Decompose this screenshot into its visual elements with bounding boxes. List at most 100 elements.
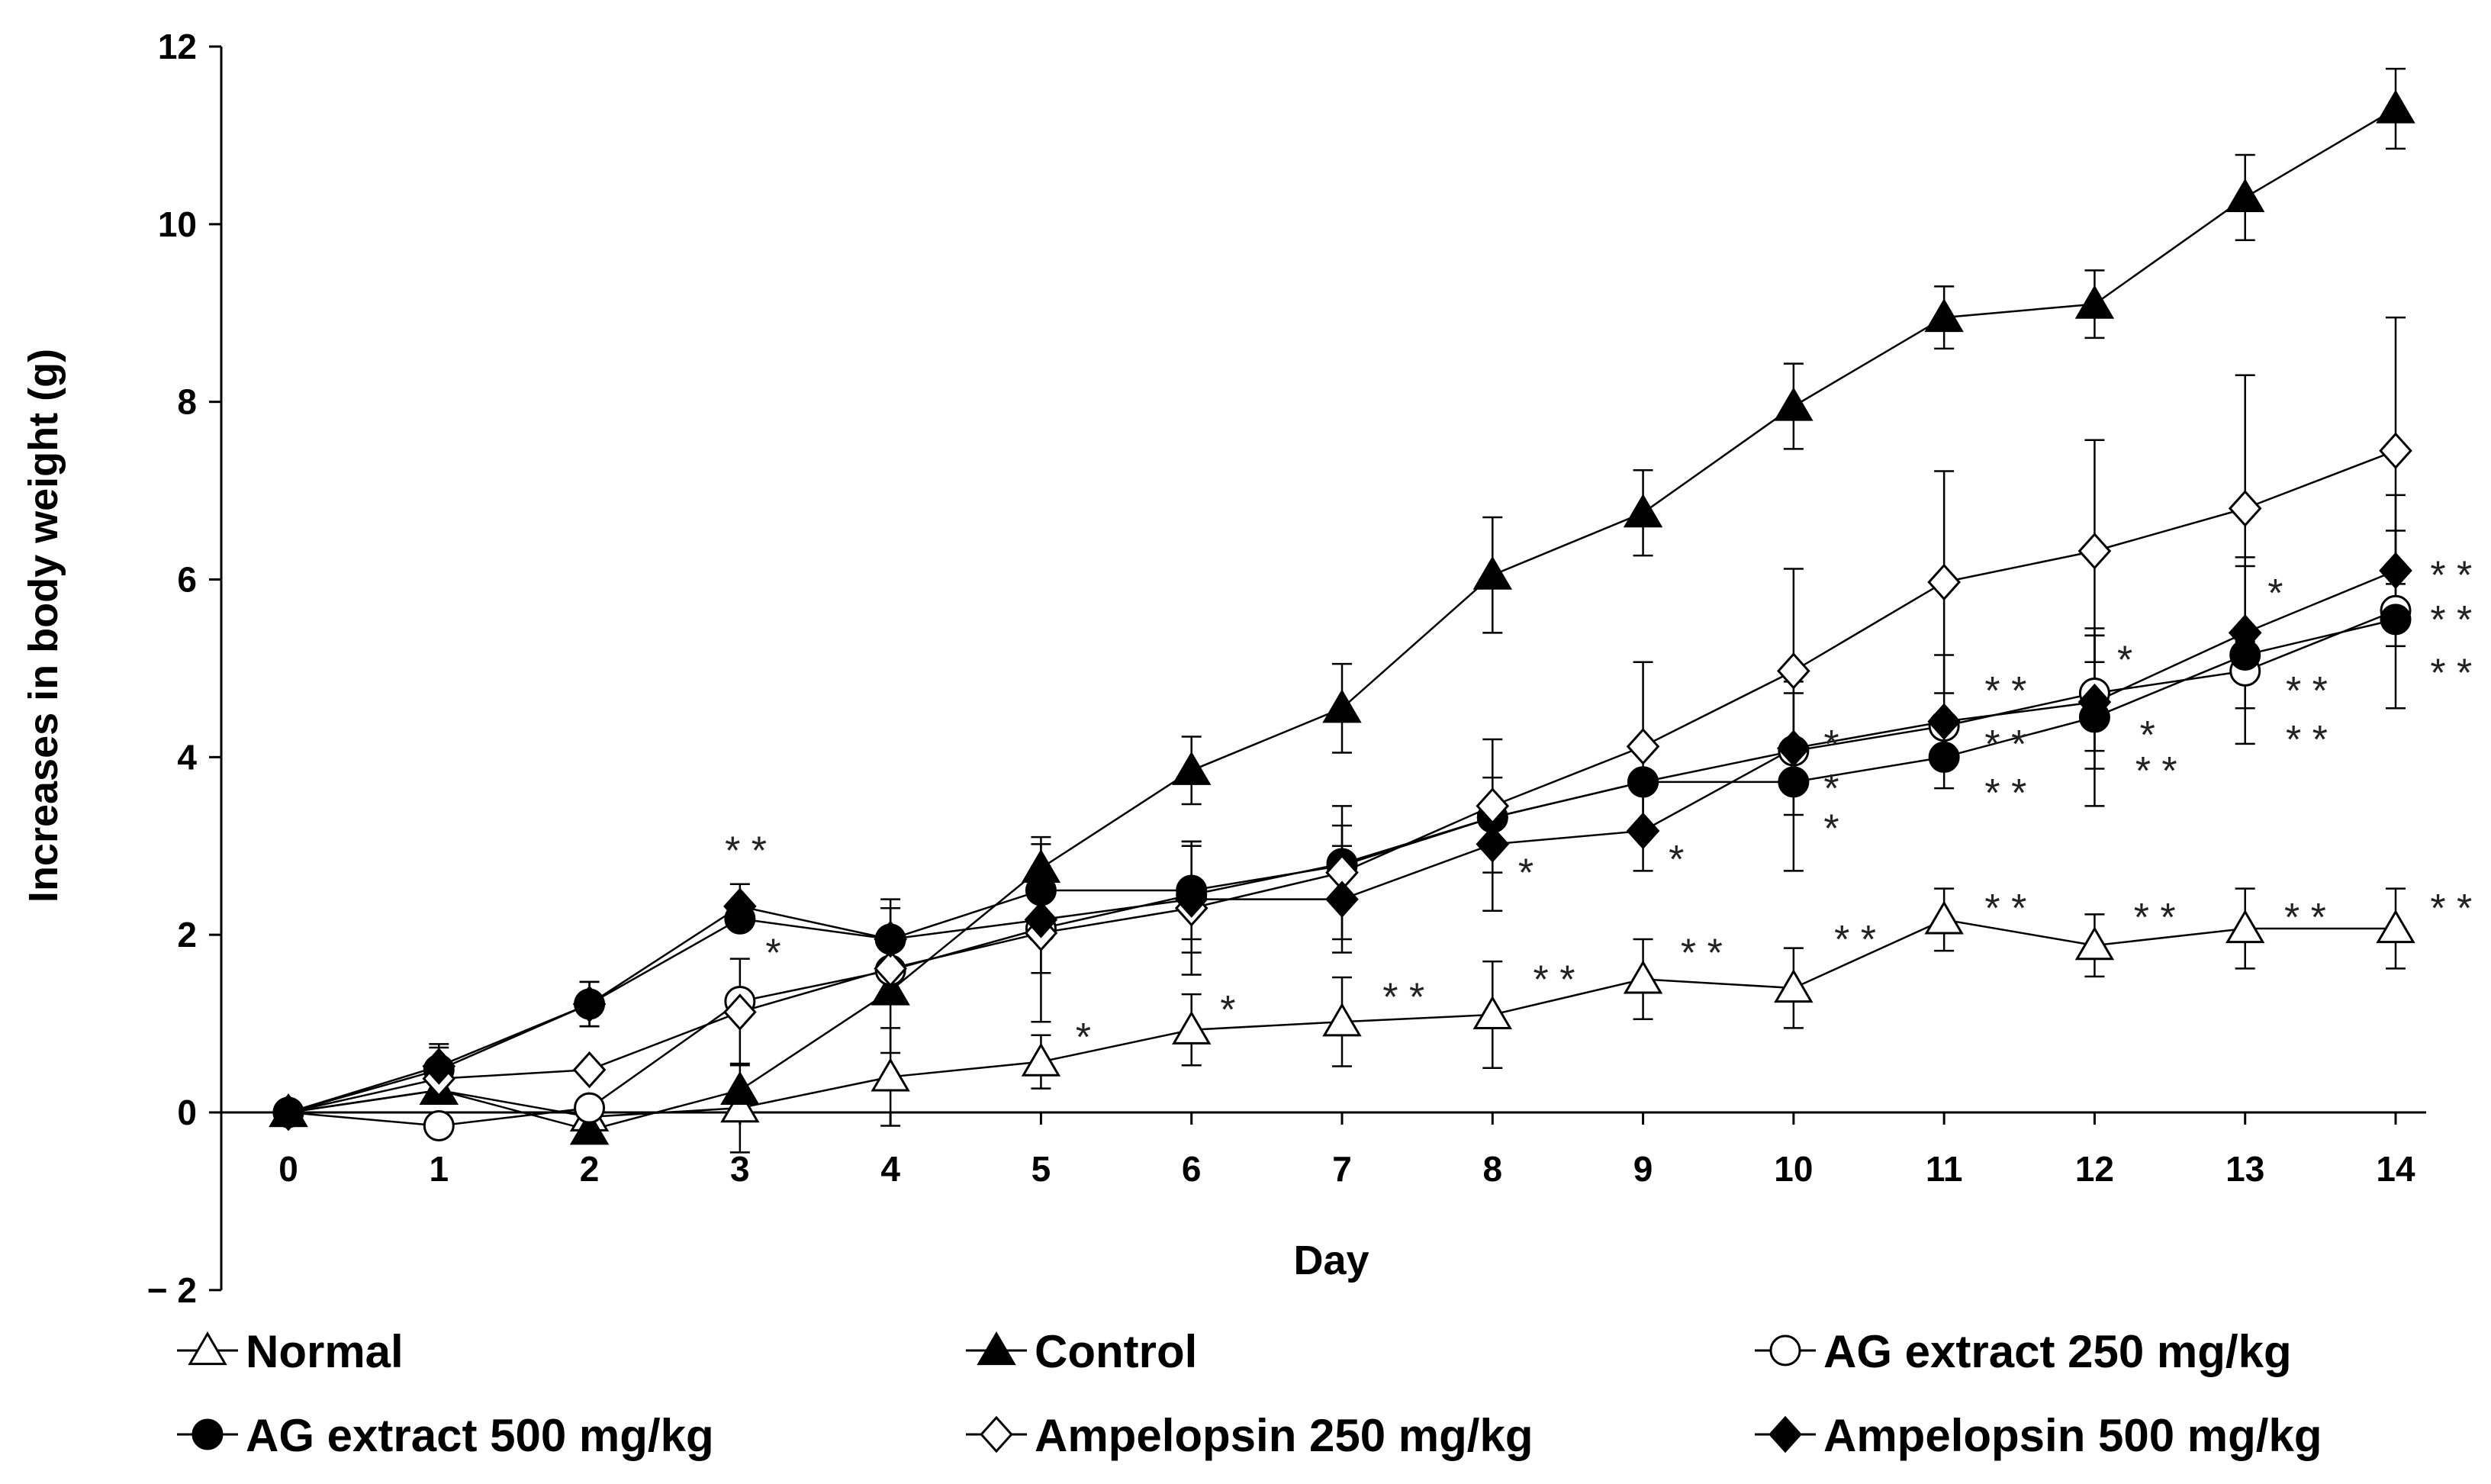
data-point <box>1928 741 1960 773</box>
data-point <box>1476 787 1510 825</box>
significance-mark: * <box>1823 723 1839 767</box>
x-tick-label: 4 <box>880 1149 900 1189</box>
legend-label: Normal <box>246 1326 404 1377</box>
data-point <box>1024 901 1058 938</box>
data-point <box>1623 494 1663 528</box>
data-point <box>720 1070 760 1105</box>
x-tick-label: 10 <box>1774 1149 1813 1189</box>
significance-mark: * <box>1518 851 1534 896</box>
x-tick-label: 11 <box>1926 1149 1963 1189</box>
data-point <box>422 1048 456 1085</box>
data-point <box>2376 909 2415 944</box>
y-tick-label: − 2 <box>147 1270 197 1310</box>
data-point <box>1778 766 1810 798</box>
significance-mark: * * <box>2286 718 2328 762</box>
x-tick-label: 3 <box>730 1149 750 1189</box>
legend-label: Ampelopsin 250 mg/kg <box>1035 1410 1534 1461</box>
legend-label: Control <box>1035 1326 1197 1377</box>
significance-mark: * * <box>2286 669 2328 713</box>
y-tick-label: 4 <box>177 737 197 777</box>
significance-mark: * <box>765 931 780 975</box>
legend-marker <box>188 1331 227 1366</box>
legend-label: AG extract 500 mg/kg <box>246 1410 714 1461</box>
data-point <box>874 920 907 958</box>
data-point <box>1172 1010 1212 1045</box>
y-tick-label: 0 <box>177 1093 197 1132</box>
data-point <box>1927 703 1961 741</box>
data-point <box>423 1109 455 1141</box>
significance-mark: * * <box>1534 958 1575 1002</box>
significance-mark: * * <box>1984 723 2026 767</box>
significance-mark: * * <box>1681 931 1723 975</box>
significance-mark: * <box>1823 767 1839 811</box>
legend-marker <box>1768 1415 1802 1453</box>
significance-mark: * <box>1823 806 1839 851</box>
data-point <box>1777 652 1810 690</box>
x-tick-label: 9 <box>1633 1149 1653 1189</box>
data-point <box>272 1093 305 1132</box>
data-point <box>1924 900 1964 935</box>
data-point <box>569 1111 610 1145</box>
data-point <box>720 1089 760 1123</box>
significance-mark: * * <box>2430 652 2472 696</box>
legend-marker <box>1769 1334 1801 1367</box>
significance-mark: * <box>1669 838 1684 882</box>
data-point <box>2376 89 2415 124</box>
data-point <box>2380 604 2412 636</box>
data-point <box>1476 826 1510 863</box>
legend-marker <box>191 1418 224 1450</box>
significance-mark: * <box>2267 571 2283 616</box>
data-point <box>2228 490 2262 527</box>
y-axis-title: Increases in body weight (g) <box>21 349 66 903</box>
significance-mark: * * <box>1834 918 1876 962</box>
data-point <box>2077 533 2112 570</box>
y-tick-label: 12 <box>158 27 197 66</box>
significance-mark: * * <box>2135 749 2177 794</box>
data-point <box>2225 178 2265 213</box>
data-point <box>572 985 607 1023</box>
x-tick-label: 12 <box>2075 1149 2114 1189</box>
data-point <box>1774 387 1814 421</box>
data-point <box>1472 555 1512 590</box>
significance-mark: * * <box>1984 669 2026 713</box>
significance-mark: * <box>2140 713 2155 758</box>
data-point <box>1626 728 1660 765</box>
data-point <box>1924 298 1964 333</box>
significance-mark: * * <box>1984 887 2026 931</box>
data-point <box>1774 969 1814 1003</box>
data-point <box>1627 766 1659 798</box>
data-point <box>874 950 907 987</box>
significance-mark: * <box>1076 1016 1091 1060</box>
data-point <box>1174 880 1208 918</box>
data-point <box>2379 432 2412 469</box>
significance-mark: * * <box>725 829 767 874</box>
data-point <box>2225 909 2265 944</box>
data-point <box>1325 880 1359 918</box>
data-point <box>1626 812 1660 850</box>
x-tick-label: 6 <box>1182 1149 1202 1189</box>
significance-mark: * * <box>2430 887 2472 931</box>
data-point <box>1472 995 1512 1030</box>
x-tick-label: 1 <box>429 1149 449 1189</box>
legend-marker <box>977 1331 1016 1366</box>
data-point <box>723 887 757 925</box>
data-point <box>1172 751 1212 785</box>
legend-item: Normal <box>177 1326 404 1377</box>
data-point <box>1927 563 1961 601</box>
data-point <box>2228 614 2262 652</box>
legend-item: Control <box>966 1326 1197 1377</box>
x-tick-label: 13 <box>2225 1149 2264 1189</box>
legend-item: Ampelopsin 500 mg/kg <box>1755 1410 2322 1461</box>
legend-label: AG extract 250 mg/kg <box>1823 1326 2292 1377</box>
legend-item: AG extract 500 mg/kg <box>177 1410 714 1461</box>
legend-marker <box>980 1415 1013 1453</box>
data-point <box>572 1051 607 1089</box>
significance-mark: * <box>1220 988 1235 1032</box>
data-point <box>723 993 757 1031</box>
legend-item: Ampelopsin 250 mg/kg <box>966 1410 1534 1461</box>
significance-mark: * * <box>2430 554 2472 598</box>
significance-annotations: ** * * * ** * * ** * * * * * * ** *** ***** ** … <box>725 554 2472 1060</box>
data-point <box>871 1057 910 1092</box>
